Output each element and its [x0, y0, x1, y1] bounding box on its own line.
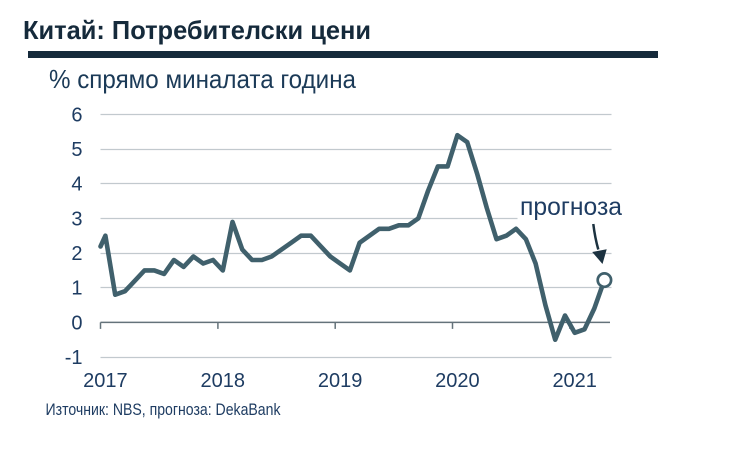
svg-text:-1: -1 — [65, 347, 83, 369]
svg-text:2017: 2017 — [83, 370, 128, 392]
svg-text:1: 1 — [71, 278, 82, 300]
svg-text:2019: 2019 — [318, 370, 363, 392]
svg-text:0: 0 — [71, 312, 82, 334]
svg-text:2021: 2021 — [552, 370, 597, 392]
svg-text:6: 6 — [71, 104, 82, 126]
svg-text:2: 2 — [71, 243, 82, 265]
svg-text:прогноза: прогноза — [520, 193, 622, 221]
svg-text:Китай: Потребителски цени: Китай: Потребителски цени — [23, 15, 371, 45]
svg-text:2018: 2018 — [201, 370, 246, 392]
svg-text:% спрямо миналата година: % спрямо миналата година — [49, 64, 356, 94]
svg-text:Източник: NBS, прогноза: DekaB: Източник: NBS, прогноза: DekaBank — [46, 400, 281, 419]
svg-text:2020: 2020 — [435, 370, 480, 392]
svg-text:5: 5 — [71, 139, 82, 161]
svg-text:3: 3 — [71, 208, 82, 230]
svg-text:4: 4 — [71, 174, 82, 196]
